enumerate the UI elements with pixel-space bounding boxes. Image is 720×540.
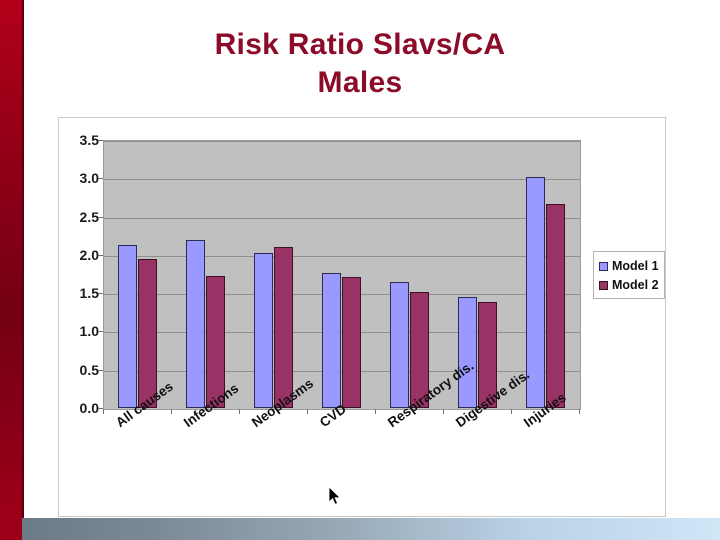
bar-model-1 [390,282,409,408]
page-title-line-2: Males [317,66,403,99]
bar-model-2 [410,292,429,408]
y-axis-tick-label: 0.5 [79,361,99,378]
footer-gradient-strip [22,518,720,540]
x-axis-tick-mark [443,409,444,414]
y-axis-tick-mark [98,331,103,332]
gridline [104,218,580,219]
bar-model-1 [186,240,205,408]
left-accent-bar-edge [22,0,24,518]
x-axis-tick-mark [307,409,308,414]
bar-model-2 [206,276,225,408]
y-axis-tick-label: 1.5 [79,285,99,302]
legend-swatch-icon-model-1 [599,262,608,271]
bar-model-2 [546,204,565,408]
left-accent-bar [0,0,22,518]
bar-model-1 [118,245,137,408]
chart-bars [103,140,579,408]
x-axis-tick-mark [511,409,512,414]
x-axis-tick-mark [171,409,172,414]
gridline [104,141,580,142]
y-axis-tick-mark [98,217,103,218]
bar-model-2 [138,259,157,408]
bar-model-2 [274,247,293,408]
legend-swatch-icon-model-2 [599,281,608,290]
legend-item-model-1: Model 1 [599,257,660,276]
y-axis-tick-label: 0.0 [79,400,99,416]
mouse-cursor-icon [329,487,341,505]
bottom-left-accent-block [0,518,22,540]
chart-container: 0.0 0.5 1.0 1.5 2.0 2.5 3.0 3.5 All causes Infec… [58,117,666,517]
legend-label-model-2: Model 2 [612,278,659,292]
legend-item-model-2: Model 2 [599,276,660,295]
y-axis-tick-label: 2.5 [79,208,99,225]
y-axis-tick-mark [98,293,103,294]
legend-label-model-1: Model 1 [612,259,659,273]
gridline [104,179,580,180]
page-title-line-1: Risk Ratio Slavs/CA [214,28,506,61]
y-axis-tick-label: 3.5 [79,132,99,148]
chart-legend: Model 1 Model 2 [593,251,665,299]
page-title: Risk Ratio Slavs/CA Males [60,26,660,102]
bar-model-2 [342,277,361,408]
y-axis-tick-mark [98,140,103,141]
bar-model-1 [254,253,273,408]
y-axis-tick-label: 1.0 [79,323,99,340]
y-axis-tick-label: 2.0 [79,246,99,263]
y-axis-tick-mark [98,408,103,409]
y-axis-tick-mark [98,370,103,371]
bar-model-1 [322,273,341,408]
bar-model-2 [478,302,497,408]
x-axis-tick-mark [103,409,104,414]
x-axis-tick-mark [579,409,580,414]
y-axis-tick-mark [98,178,103,179]
x-axis-tick-mark [375,409,376,414]
y-axis-tick-label: 3.0 [79,170,99,187]
bar-model-1 [458,297,477,408]
gridline [104,256,580,257]
bar-model-1 [526,177,545,408]
y-axis-tick-mark [98,255,103,256]
x-axis-tick-mark [239,409,240,414]
